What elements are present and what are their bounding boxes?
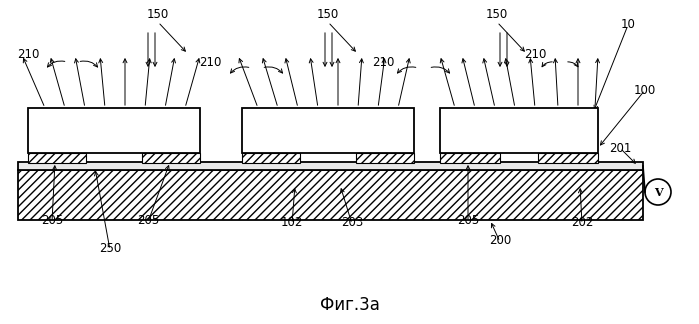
Bar [242, 153, 300, 163]
Bar [28, 153, 86, 163]
Text: 201: 201 [609, 142, 631, 155]
Bar [142, 153, 200, 163]
Text: 210: 210 [524, 49, 546, 62]
Text: 202: 202 [571, 215, 593, 228]
Text: Фиг.3а: Фиг.3а [320, 296, 380, 314]
Bar [440, 108, 598, 153]
Bar [440, 153, 500, 163]
Text: 205: 205 [457, 214, 479, 226]
Text: V: V [654, 187, 663, 198]
Bar [356, 153, 414, 163]
Text: 150: 150 [147, 7, 169, 20]
Text: 102: 102 [281, 215, 303, 228]
Text: 210: 210 [17, 49, 39, 62]
Text: 250: 250 [99, 241, 121, 254]
Circle shape [645, 179, 671, 205]
Bar [242, 108, 414, 153]
Text: 205: 205 [137, 214, 159, 226]
Text: 210: 210 [199, 55, 221, 68]
Text: 10: 10 [621, 18, 635, 31]
Bar [28, 108, 200, 153]
Text: 150: 150 [486, 7, 508, 20]
Bar [538, 153, 598, 163]
Bar [18, 162, 643, 170]
Bar [18, 170, 643, 220]
Text: 200: 200 [489, 234, 511, 247]
Text: 205: 205 [41, 214, 63, 226]
Text: 203: 203 [341, 215, 363, 228]
Text: 150: 150 [317, 7, 339, 20]
Text: 210: 210 [372, 55, 394, 68]
Text: 100: 100 [634, 84, 656, 97]
